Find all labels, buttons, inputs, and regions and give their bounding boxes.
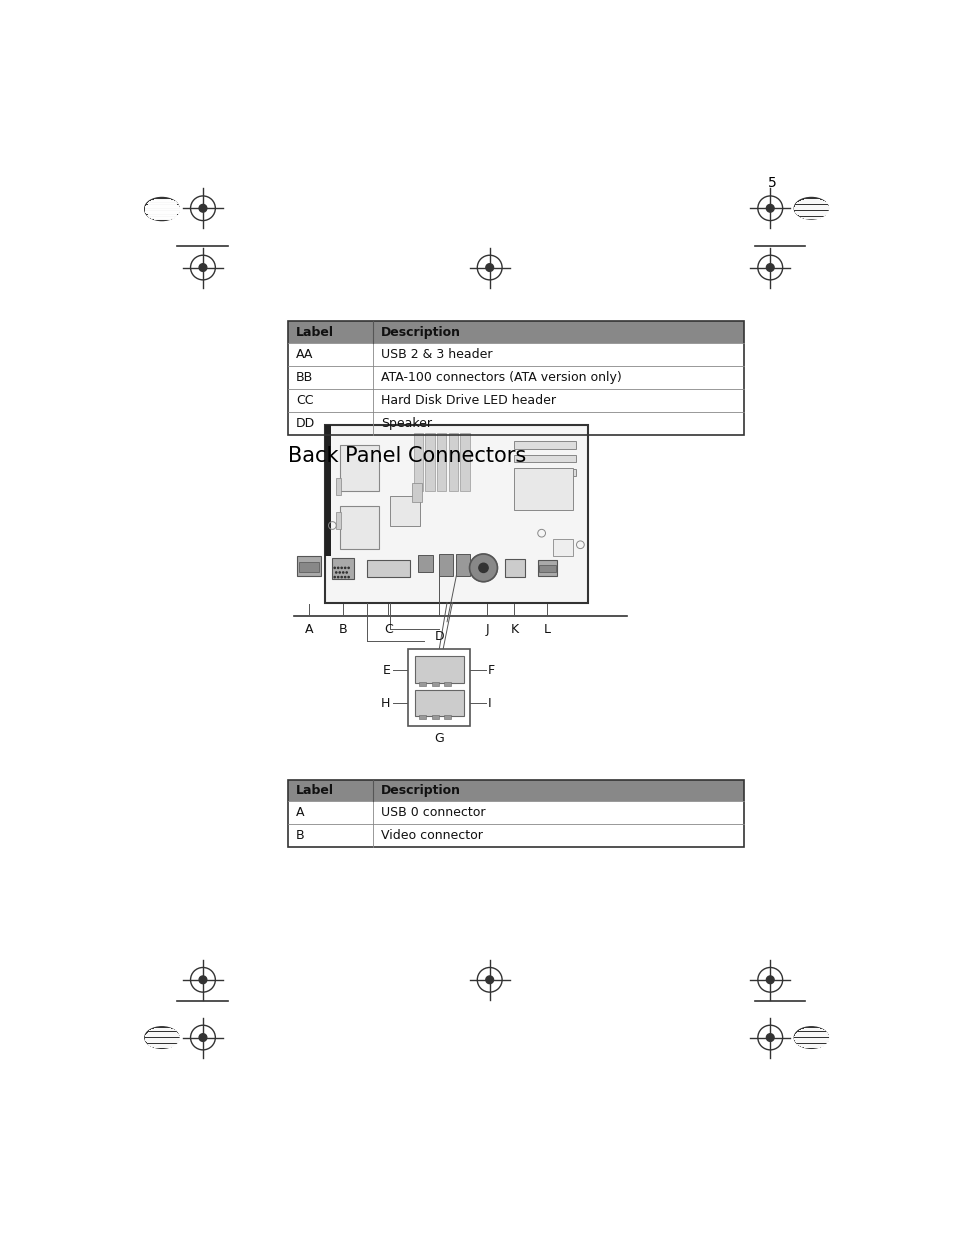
Text: J: J: [485, 622, 489, 636]
Circle shape: [765, 1034, 773, 1041]
Bar: [537, 561, 557, 576]
Bar: [425, 433, 435, 490]
Bar: [436, 433, 446, 490]
Text: A: A: [305, 622, 313, 636]
Text: Speaker: Speaker: [381, 417, 432, 430]
Bar: [459, 433, 469, 490]
Bar: [298, 562, 319, 572]
Bar: [340, 506, 378, 548]
Text: Video connector: Video connector: [381, 830, 482, 842]
Bar: [412, 483, 421, 503]
Bar: [505, 558, 524, 577]
Ellipse shape: [794, 198, 827, 219]
Bar: [534, 468, 576, 477]
Bar: [514, 441, 576, 448]
Text: 5: 5: [767, 175, 776, 190]
Ellipse shape: [145, 1026, 179, 1049]
Ellipse shape: [145, 199, 179, 221]
Bar: [443, 715, 451, 719]
Circle shape: [478, 563, 488, 573]
Bar: [367, 561, 410, 577]
Text: Description: Description: [381, 784, 460, 797]
Bar: [335, 478, 340, 495]
Bar: [288, 779, 743, 847]
Text: F: F: [488, 663, 495, 677]
Circle shape: [199, 205, 207, 212]
Bar: [443, 682, 451, 685]
Text: H: H: [381, 697, 390, 710]
Bar: [288, 779, 743, 802]
Bar: [514, 454, 576, 462]
Circle shape: [765, 205, 773, 212]
Bar: [553, 540, 572, 556]
Text: L: L: [543, 622, 550, 636]
Circle shape: [199, 264, 207, 272]
Bar: [415, 689, 464, 716]
Text: Hard Disk Drive LED header: Hard Disk Drive LED header: [381, 394, 556, 408]
Text: I: I: [488, 697, 491, 710]
Bar: [448, 433, 457, 490]
Bar: [538, 564, 555, 573]
Text: CC: CC: [295, 394, 314, 408]
Text: E: E: [382, 663, 390, 677]
Text: AA: AA: [295, 348, 313, 361]
Circle shape: [199, 976, 207, 983]
Bar: [332, 558, 354, 579]
Circle shape: [199, 1034, 207, 1041]
Bar: [297, 556, 320, 576]
Bar: [456, 555, 470, 576]
Circle shape: [469, 555, 497, 582]
Bar: [288, 321, 743, 436]
Text: Description: Description: [381, 326, 460, 338]
Bar: [431, 715, 438, 719]
Text: BB: BB: [295, 372, 313, 384]
Bar: [418, 715, 426, 719]
Bar: [439, 555, 453, 576]
Bar: [514, 468, 572, 510]
Text: Label: Label: [295, 326, 334, 338]
Text: D: D: [434, 630, 444, 642]
Bar: [408, 648, 470, 726]
Text: USB 0 connector: USB 0 connector: [381, 806, 485, 819]
Bar: [288, 321, 743, 343]
Ellipse shape: [145, 198, 179, 219]
Bar: [335, 513, 340, 530]
Bar: [340, 445, 378, 490]
Text: DD: DD: [295, 417, 314, 430]
Text: B: B: [295, 830, 304, 842]
Bar: [418, 682, 426, 685]
Text: Label: Label: [295, 784, 334, 797]
Bar: [431, 682, 438, 685]
Text: Back Panel Connectors: Back Panel Connectors: [288, 446, 526, 466]
Text: G: G: [434, 732, 444, 745]
Bar: [415, 656, 464, 683]
Bar: [390, 496, 419, 526]
Text: B: B: [338, 622, 347, 636]
Text: ATA-100 connectors (ATA version only): ATA-100 connectors (ATA version only): [381, 372, 621, 384]
Bar: [324, 425, 587, 603]
Bar: [324, 425, 331, 556]
Circle shape: [765, 264, 773, 272]
Bar: [417, 555, 433, 572]
Bar: [414, 433, 422, 490]
Text: USB 2 & 3 header: USB 2 & 3 header: [381, 348, 492, 361]
Circle shape: [485, 264, 493, 272]
Circle shape: [765, 976, 773, 983]
Text: K: K: [510, 622, 518, 636]
Circle shape: [485, 976, 493, 983]
Ellipse shape: [794, 1026, 827, 1049]
Text: C: C: [383, 622, 392, 636]
Text: A: A: [295, 806, 304, 819]
